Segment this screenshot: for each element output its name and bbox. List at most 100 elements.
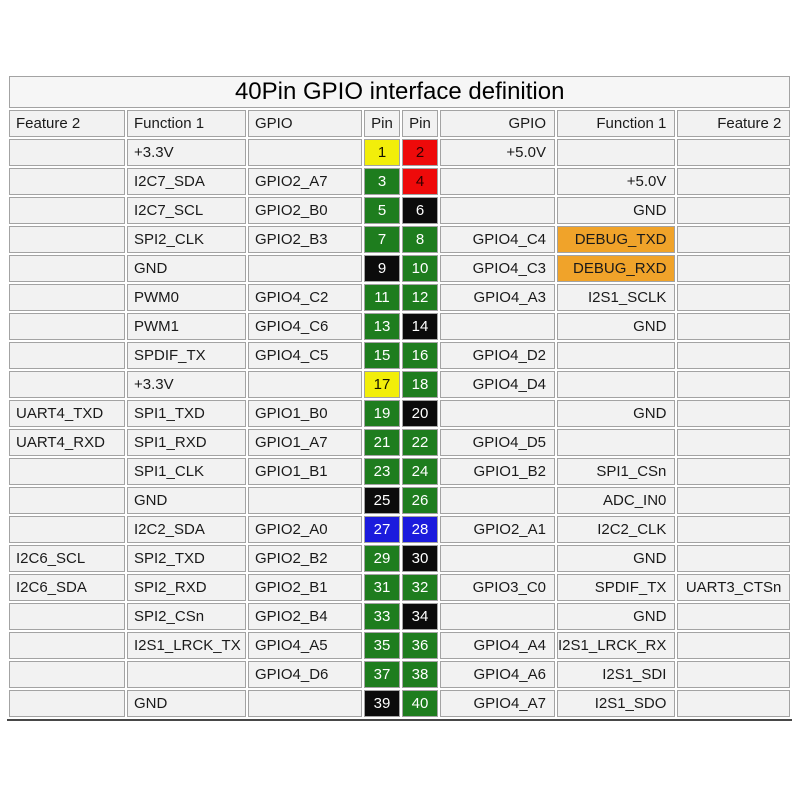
pin-cell-4: 4 (402, 168, 438, 195)
cell-function1-left: I2C2_SDA (127, 516, 246, 543)
pin-cell-20: 20 (402, 400, 438, 427)
pin-cell-17: 17 (364, 371, 400, 398)
header-function1-left: Function 1 (127, 110, 246, 137)
cell-feature2-left (9, 516, 125, 543)
cell-gpio-right (440, 168, 555, 195)
pin-cell-37: 37 (364, 661, 400, 688)
cell-feature2-left (9, 197, 125, 224)
cell-gpio-right: GPIO4_C3 (440, 255, 555, 282)
cell-feature2-right (677, 255, 791, 282)
pin-cell-2: 2 (402, 139, 438, 166)
pin-cell-31: 31 (364, 574, 400, 601)
cell-function1-right: GND (557, 545, 676, 572)
cell-gpio-left: GPIO2_A7 (248, 168, 362, 195)
table-row: SPI2_CLK GPIO2_B3 7 8 GPIO4_C4 DEBUG_TXD (9, 226, 791, 253)
cell-feature2-right (677, 487, 791, 514)
cell-feature2-left (9, 342, 125, 369)
pin-cell-14: 14 (402, 313, 438, 340)
cell-gpio-right (440, 545, 555, 572)
cell-feature2-left: I2C6_SDA (9, 574, 125, 601)
pin-cell-5: 5 (364, 197, 400, 224)
cell-gpio-right: GPIO4_D2 (440, 342, 555, 369)
cell-gpio-right: GPIO4_A6 (440, 661, 555, 688)
pin-cell-39: 39 (364, 690, 400, 717)
cell-feature2-right (677, 661, 791, 688)
cell-function1-right: I2S1_SDO (557, 690, 676, 717)
pin-cell-11: 11 (364, 284, 400, 311)
cell-function1-right (557, 139, 676, 166)
header-gpio-left: GPIO (248, 110, 362, 137)
pin-cell-35: 35 (364, 632, 400, 659)
title-row: 40Pin GPIO interface definition (9, 76, 791, 108)
cell-function1-right: GND (557, 313, 676, 340)
cell-gpio-left: GPIO2_B1 (248, 574, 362, 601)
cell-function1-right: SPI1_CSn (557, 458, 676, 485)
cell-function1-left: SPDIF_TX (127, 342, 246, 369)
cell-function1-right: DEBUG_RXD (557, 255, 676, 282)
cell-gpio-right (440, 487, 555, 514)
header-pin-left: Pin (364, 110, 400, 137)
pin-cell-34: 34 (402, 603, 438, 630)
table-row: I2C6_SDA SPI2_RXD GPIO2_B1 31 32 GPIO3_C0 SPDI… (9, 574, 791, 601)
table-row: I2S1_LRCK_TX GPIO4_A5 35 36 GPIO4_A4 I2S1_LRC… (9, 632, 791, 659)
cell-gpio-right: GPIO4_D5 (440, 429, 555, 456)
cell-feature2-right (677, 690, 791, 717)
table-row: GPIO4_D6 37 38 GPIO4_A6 I2S1_SDI (9, 661, 791, 688)
cell-feature2-right (677, 139, 791, 166)
pin-cell-16: 16 (402, 342, 438, 369)
pin-cell-32: 32 (402, 574, 438, 601)
cell-function1-left: I2C7_SCL (127, 197, 246, 224)
pin-cell-25: 25 (364, 487, 400, 514)
cell-gpio-right: GPIO4_A4 (440, 632, 555, 659)
cell-feature2-left (9, 487, 125, 514)
cell-feature2-left (9, 139, 125, 166)
pin-cell-22: 22 (402, 429, 438, 456)
cell-function1-right (557, 342, 676, 369)
cell-gpio-left: GPIO4_D6 (248, 661, 362, 688)
table-row: SPI2_CSn GPIO2_B4 33 34 GND (9, 603, 791, 630)
cell-function1-left: I2S1_LRCK_TX (127, 632, 246, 659)
pin-cell-23: 23 (364, 458, 400, 485)
cell-function1-left: +3.3V (127, 139, 246, 166)
cell-gpio-left: GPIO4_C5 (248, 342, 362, 369)
cell-feature2-left (9, 458, 125, 485)
pin-cell-36: 36 (402, 632, 438, 659)
cell-gpio-left: GPIO2_B4 (248, 603, 362, 630)
cell-gpio-left: GPIO2_A0 (248, 516, 362, 543)
cell-feature2-right (677, 400, 791, 427)
header-feature2-right: Feature 2 (677, 110, 791, 137)
pin-cell-9: 9 (364, 255, 400, 282)
cell-gpio-left (248, 255, 362, 282)
cell-gpio-left (248, 690, 362, 717)
cell-feature2-right (677, 284, 791, 311)
pin-cell-38: 38 (402, 661, 438, 688)
cell-function1-left: PWM1 (127, 313, 246, 340)
pin-cell-29: 29 (364, 545, 400, 572)
cell-gpio-right: +5.0V (440, 139, 555, 166)
cell-function1-right: ADC_IN0 (557, 487, 676, 514)
table-row: I2C7_SCL GPIO2_B0 5 6 GND (9, 197, 791, 224)
cell-feature2-right (677, 603, 791, 630)
pin-cell-6: 6 (402, 197, 438, 224)
cell-feature2-right (677, 516, 791, 543)
cell-gpio-left: GPIO2_B0 (248, 197, 362, 224)
cell-function1-left: GND (127, 255, 246, 282)
table-row: SPDIF_TX GPIO4_C5 15 16 GPIO4_D2 (9, 342, 791, 369)
pin-cell-15: 15 (364, 342, 400, 369)
cell-function1-right: I2S1_LRCK_RX (557, 632, 676, 659)
table-row: +3.3V 17 18 GPIO4_D4 (9, 371, 791, 398)
cell-function1-right: DEBUG_TXD (557, 226, 676, 253)
pin-cell-21: 21 (364, 429, 400, 456)
pin-cell-30: 30 (402, 545, 438, 572)
cell-feature2-right (677, 313, 791, 340)
cell-feature2-left (9, 661, 125, 688)
cell-gpio-left: GPIO1_B1 (248, 458, 362, 485)
cell-feature2-left (9, 226, 125, 253)
pin-cell-1: 1 (364, 139, 400, 166)
cell-feature2-left (9, 603, 125, 630)
cell-gpio-right (440, 313, 555, 340)
cell-gpio-left: GPIO4_A5 (248, 632, 362, 659)
table-row: GND 39 40 GPIO4_A7 I2S1_SDO (9, 690, 791, 717)
cell-function1-right: GND (557, 400, 676, 427)
cell-function1-left: SPI1_CLK (127, 458, 246, 485)
